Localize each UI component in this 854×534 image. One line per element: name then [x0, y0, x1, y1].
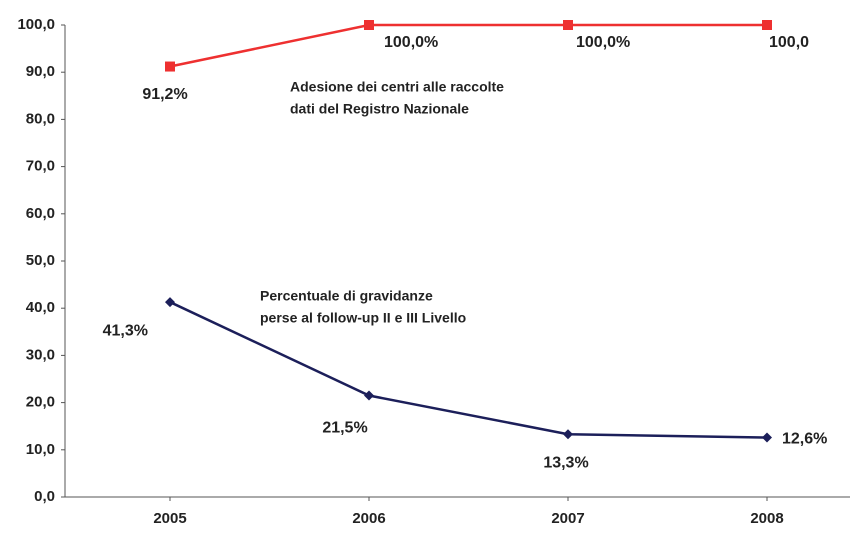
x-tick-label: 2005 [153, 510, 186, 527]
y-tick-label: 80,0 [26, 110, 55, 127]
x-tick-label: 2006 [352, 510, 385, 527]
data-label: 100,0% [384, 34, 438, 51]
data-label: 21,5% [322, 420, 367, 437]
y-tick-label: 70,0 [26, 158, 55, 175]
annotation: perse al follow-up II e III Livello [260, 310, 466, 326]
y-tick-label: 90,0 [26, 63, 55, 80]
y-tick-label: 100,0 [17, 16, 55, 33]
marker [762, 20, 772, 30]
x-tick-label: 2007 [551, 510, 584, 527]
y-tick-label: 30,0 [26, 346, 55, 363]
y-tick-label: 10,0 [26, 441, 55, 458]
annotation: Adesione dei centri alle raccolte [290, 79, 504, 95]
marker [165, 297, 175, 308]
series-line [169, 300, 768, 439]
annotation: Percentuale di gravidanze [260, 288, 433, 304]
annotation: dati del Registro Nazionale [290, 101, 469, 117]
x-tick-label: 2008 [750, 510, 783, 527]
marker [364, 20, 374, 30]
marker [364, 390, 374, 401]
data-label: 100,0 [769, 34, 809, 51]
marker [563, 429, 573, 440]
y-tick-label: 50,0 [26, 252, 55, 269]
marker [563, 20, 573, 30]
marker [762, 432, 772, 443]
y-tick-label: 0,0 [34, 488, 55, 505]
y-tick-label: 60,0 [26, 205, 55, 222]
data-label: 91,2% [142, 86, 187, 103]
data-label: 100,0% [576, 34, 630, 51]
data-label: 41,3% [103, 322, 148, 339]
marker [165, 61, 175, 72]
data-label: 12,6% [782, 431, 827, 448]
data-label: 13,3% [543, 454, 588, 471]
y-tick-label: 20,0 [26, 394, 55, 411]
series-line [169, 23, 767, 68]
y-tick-label: 40,0 [26, 299, 55, 316]
